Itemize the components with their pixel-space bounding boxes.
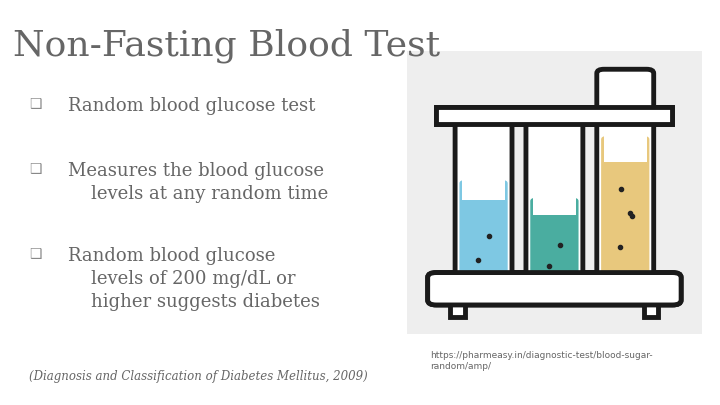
FancyBboxPatch shape [436,107,672,124]
FancyBboxPatch shape [428,273,681,305]
Text: ❑: ❑ [29,162,41,176]
Text: Measures the blood glucose
    levels at any random time: Measures the blood glucose levels at any… [68,162,328,203]
FancyBboxPatch shape [455,112,512,297]
FancyBboxPatch shape [526,112,583,297]
FancyBboxPatch shape [597,69,654,297]
Bar [533,196,576,215]
FancyBboxPatch shape [407,51,702,334]
Text: ❑: ❑ [29,97,41,111]
Bar [604,132,647,162]
Bar [451,298,464,317]
FancyBboxPatch shape [601,136,649,296]
Text: Non-Fasting Blood Test: Non-Fasting Blood Test [13,28,440,63]
Text: ❑: ❑ [29,247,41,261]
FancyBboxPatch shape [428,273,681,305]
Text: Random blood glucose
    levels of 200 mg/dL or
    higher suggests diabetes: Random blood glucose levels of 200 mg/dL… [68,247,320,311]
Text: Random blood glucose test: Random blood glucose test [68,97,316,115]
Bar [462,178,505,200]
Text: https://pharmeasy.in/diagnostic-test/blood-sugar-
random/amp/: https://pharmeasy.in/diagnostic-test/blo… [431,351,653,371]
FancyBboxPatch shape [436,107,672,124]
Text: (Diagnosis and Classification of Diabetes Mellitus, 2009): (Diagnosis and Classification of Diabete… [29,370,367,383]
FancyBboxPatch shape [530,198,579,296]
Bar [644,298,658,317]
FancyBboxPatch shape [459,180,508,296]
